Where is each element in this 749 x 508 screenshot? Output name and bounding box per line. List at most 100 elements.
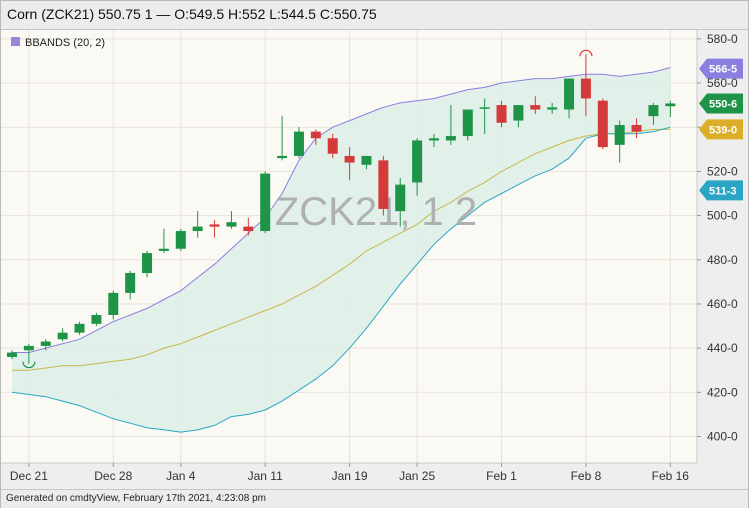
candle-body [243,226,254,232]
chart-title: Corn (ZCK21) 550.75 1 — O:549.5 H:552 L:… [7,6,377,22]
price-tag: 550-6 [699,93,743,114]
candle-body [277,155,288,159]
candle [226,211,237,229]
candle-body [513,105,524,121]
candle-body [175,231,186,249]
candle-body [564,78,575,110]
extreme-markers [22,49,593,369]
candle-body [192,226,203,232]
candle-body [293,131,304,156]
candle-body [91,314,102,324]
candle-body [378,160,389,209]
y-tick-label: 520-0 [707,164,738,178]
candle-body [361,155,372,165]
candle [23,343,34,364]
candle-body [209,224,220,227]
price-tags: 566-5 550-6 539-0 511-3 [699,58,743,201]
candle [293,127,304,159]
y-tick-label: 440-0 [707,341,738,355]
legend-swatch [11,37,20,46]
candle-body [344,155,355,163]
x-tick-label: Jan 4 [166,469,196,483]
candle-body [327,138,338,154]
candle [344,147,355,181]
candle-body [462,109,473,137]
price-tag-bg [699,119,743,140]
watermark: ZCK21, 1 2 [275,190,477,234]
candle [40,339,51,351]
candlestick-chart[interactable]: ZCK21, 1 2 580-0560-0540-0520-0500-0480-… [1,30,748,489]
candle [158,228,169,254]
footer: Generated on cmdtyView, February 17th 20… [1,489,748,508]
y-tick-label: 460-0 [707,297,738,311]
candle [530,96,541,114]
candle [395,178,406,227]
price-tag-bg [699,180,743,201]
candle-body [158,248,169,251]
lower-band-line [11,126,671,433]
price-tag: 539-0 [699,119,743,140]
candle [631,118,642,139]
candle [209,219,220,238]
candle [412,138,423,196]
y-axis: 580-0560-0540-0520-0500-0480-0460-0440-0… [697,32,738,443]
candle [564,78,575,119]
candle-body [226,222,237,227]
candle [513,105,524,128]
price-tag-label: 511-3 [709,185,737,197]
candle [496,100,507,128]
price-tag-bg [699,93,743,114]
low-marker [22,361,36,369]
candle [7,350,17,360]
candle-body [445,136,456,141]
y-tick-label: 400-0 [707,429,738,443]
candle [175,228,186,251]
x-tick-label: Feb 8 [571,469,602,483]
candle-body [479,107,490,109]
price-tag-bg [699,58,743,79]
candle-body [412,140,423,183]
price-tag-label: 566-5 [709,64,737,76]
x-tick-label: Dec 28 [94,469,132,483]
candle [597,98,608,150]
x-tick-label: Feb 16 [652,469,690,483]
x-tick-label: Dec 21 [10,469,48,483]
candle [243,217,254,236]
candle [479,98,490,134]
candle [277,116,288,161]
x-tick-label: Jan 19 [332,469,368,483]
legend-label: BBANDS (20, 2) [25,37,105,49]
candle-body [614,124,625,145]
y-tick-label: 580-0 [707,32,738,46]
candle-body [597,100,608,148]
candle-body [57,332,68,340]
legend[interactable]: BBANDS (20, 2) [11,37,105,49]
candle [91,312,102,327]
upper-band-line [12,67,671,353]
band-fill [12,67,671,433]
candle-body [631,124,642,132]
price-tag: 511-3 [699,180,743,201]
bollinger-bands [11,67,671,433]
price-tag-label: 550-6 [709,98,737,110]
y-tick-label: 560-0 [707,76,738,90]
high-marker [579,49,593,57]
candle [361,155,372,170]
y-tick-label: 480-0 [707,253,738,267]
candle-body [125,273,136,293]
candle [614,120,625,163]
candle [108,290,119,320]
candle-body [108,292,119,315]
price-tag: 566-5 [699,58,743,79]
candle-body [496,105,507,123]
x-tick-label: Feb 1 [486,469,517,483]
candle [445,105,456,145]
candle [74,321,85,335]
candle [665,100,676,118]
candle-body [74,323,85,333]
candle-body [648,105,659,117]
candle [648,102,659,125]
candles [7,54,676,364]
candle [378,155,389,216]
